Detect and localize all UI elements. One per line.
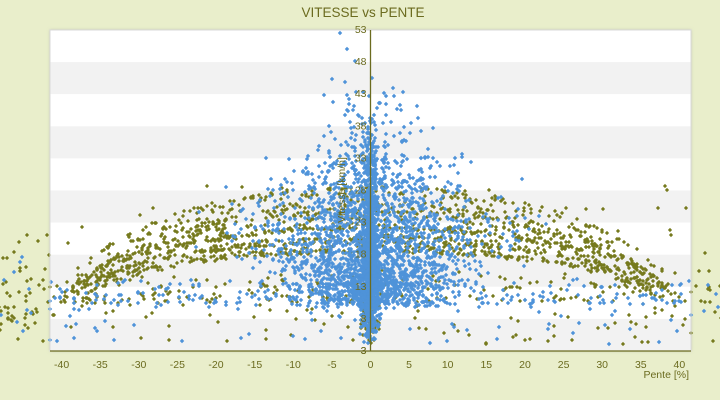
svg-text:-35: -35 xyxy=(93,359,108,371)
svg-text:38: 38 xyxy=(355,120,367,132)
svg-text:5: 5 xyxy=(406,359,412,371)
svg-text:18: 18 xyxy=(355,249,367,261)
svg-text:13: 13 xyxy=(355,281,367,293)
svg-text:10: 10 xyxy=(442,359,454,371)
svg-text:15: 15 xyxy=(480,359,492,371)
svg-text:-30: -30 xyxy=(131,359,146,371)
svg-text:-10: -10 xyxy=(286,359,301,371)
svg-text:43: 43 xyxy=(355,88,367,100)
svg-text:8: 8 xyxy=(361,313,367,325)
svg-text:23: 23 xyxy=(355,217,367,229)
svg-text:30: 30 xyxy=(596,359,608,371)
svg-text:-5: -5 xyxy=(327,359,336,371)
svg-text:48: 48 xyxy=(355,56,367,68)
svg-text:25: 25 xyxy=(558,359,570,371)
svg-text:Pente [%]: Pente [%] xyxy=(643,369,689,381)
svg-text:-20: -20 xyxy=(208,359,223,371)
svg-text:53: 53 xyxy=(355,24,367,36)
svg-text:-25: -25 xyxy=(170,359,185,371)
svg-text:20: 20 xyxy=(519,359,531,371)
svg-text:33: 33 xyxy=(355,152,367,164)
svg-text:3: 3 xyxy=(361,345,367,357)
svg-text:Vitesse [km/h]: Vitesse [km/h] xyxy=(336,157,348,223)
svg-text:0: 0 xyxy=(368,359,374,371)
svg-text:-40: -40 xyxy=(54,359,69,371)
svg-text:28: 28 xyxy=(355,185,367,197)
svg-text:-15: -15 xyxy=(247,359,262,371)
